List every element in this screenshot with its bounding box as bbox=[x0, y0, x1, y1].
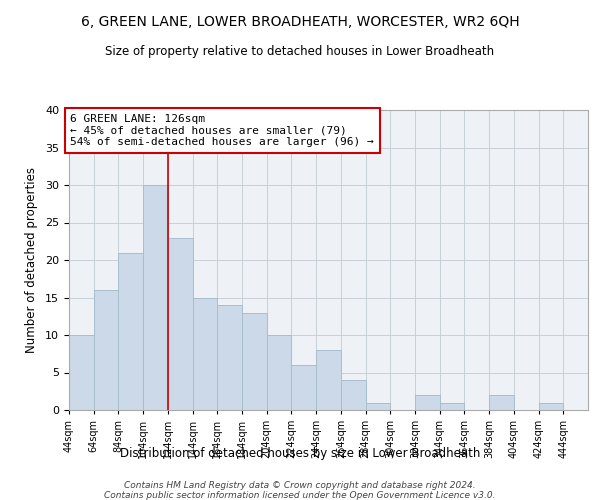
Bar bbox=[292, 365, 316, 410]
Bar bbox=[217, 305, 242, 410]
Bar bbox=[143, 185, 168, 410]
Bar bbox=[341, 380, 365, 410]
Text: Size of property relative to detached houses in Lower Broadheath: Size of property relative to detached ho… bbox=[106, 45, 494, 58]
Bar bbox=[489, 395, 514, 410]
Text: Contains public sector information licensed under the Open Government Licence v3: Contains public sector information licen… bbox=[104, 491, 496, 500]
Bar bbox=[316, 350, 341, 410]
Bar bbox=[440, 402, 464, 410]
Text: 6 GREEN LANE: 126sqm
← 45% of detached houses are smaller (79)
54% of semi-detac: 6 GREEN LANE: 126sqm ← 45% of detached h… bbox=[70, 114, 374, 147]
Bar bbox=[415, 395, 440, 410]
Bar bbox=[118, 252, 143, 410]
Text: 6, GREEN LANE, LOWER BROADHEATH, WORCESTER, WR2 6QH: 6, GREEN LANE, LOWER BROADHEATH, WORCEST… bbox=[80, 15, 520, 29]
Bar bbox=[193, 298, 217, 410]
Bar bbox=[168, 238, 193, 410]
Y-axis label: Number of detached properties: Number of detached properties bbox=[25, 167, 38, 353]
Text: Contains HM Land Registry data © Crown copyright and database right 2024.: Contains HM Land Registry data © Crown c… bbox=[124, 481, 476, 490]
Text: Distribution of detached houses by size in Lower Broadheath: Distribution of detached houses by size … bbox=[120, 448, 480, 460]
Bar bbox=[539, 402, 563, 410]
Bar bbox=[69, 335, 94, 410]
Bar bbox=[242, 312, 267, 410]
Bar bbox=[94, 290, 118, 410]
Bar bbox=[365, 402, 390, 410]
Bar bbox=[267, 335, 292, 410]
